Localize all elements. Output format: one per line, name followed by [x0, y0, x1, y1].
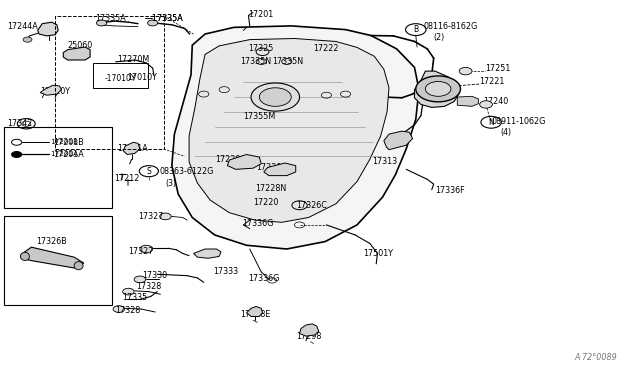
Ellipse shape	[20, 252, 29, 260]
Text: 17335N: 17335N	[240, 57, 271, 66]
Bar	[4, 127, 113, 208]
Polygon shape	[264, 163, 296, 176]
Text: 17333: 17333	[212, 267, 238, 276]
Text: 17212: 17212	[115, 174, 140, 183]
Text: 25060: 25060	[68, 41, 93, 50]
Text: —17335A: —17335A	[145, 14, 183, 23]
Text: 17220: 17220	[253, 198, 278, 207]
Circle shape	[113, 306, 125, 312]
Polygon shape	[124, 142, 140, 154]
Circle shape	[251, 83, 300, 111]
Text: —17335A: —17335A	[145, 14, 183, 23]
Text: 17326B: 17326B	[36, 237, 67, 246]
Text: 17010Y: 17010Y	[127, 73, 157, 82]
Polygon shape	[415, 71, 460, 108]
Text: 17335: 17335	[122, 294, 147, 302]
Polygon shape	[21, 247, 84, 268]
Text: 08911-1062G: 08911-1062G	[491, 117, 545, 126]
Polygon shape	[172, 26, 419, 249]
Polygon shape	[246, 307, 262, 317]
Text: (3): (3)	[166, 179, 177, 187]
Text: A 72°0089: A 72°0089	[574, 353, 617, 362]
Circle shape	[123, 288, 134, 295]
Text: 17201A: 17201A	[53, 150, 84, 159]
Text: 17201A: 17201A	[51, 151, 79, 157]
Circle shape	[134, 276, 146, 283]
Text: 17328: 17328	[136, 282, 161, 291]
Polygon shape	[40, 85, 61, 95]
Text: 17325: 17325	[248, 44, 274, 53]
Text: 17355M: 17355M	[243, 112, 276, 121]
Circle shape	[148, 20, 158, 26]
Text: (2): (2)	[434, 33, 445, 42]
Polygon shape	[189, 38, 389, 222]
Text: 17220A: 17220A	[256, 163, 287, 172]
Ellipse shape	[74, 262, 83, 270]
Polygon shape	[458, 96, 478, 106]
Text: 17327: 17327	[129, 247, 154, 256]
Polygon shape	[38, 22, 58, 36]
Text: 17240: 17240	[483, 97, 508, 106]
Text: 17342: 17342	[7, 119, 33, 128]
Circle shape	[140, 245, 153, 253]
Circle shape	[160, 213, 172, 220]
Text: 17471A: 17471A	[118, 144, 148, 153]
Text: 17313: 17313	[372, 157, 397, 166]
Text: 17298E: 17298E	[240, 311, 271, 320]
Text: 17330: 17330	[143, 271, 168, 280]
Text: 17336G: 17336G	[242, 219, 273, 228]
Text: 08116-8162G: 08116-8162G	[424, 22, 477, 31]
Text: 17328: 17328	[116, 306, 141, 315]
Circle shape	[479, 101, 492, 108]
Text: 17201: 17201	[248, 10, 274, 19]
Circle shape	[23, 37, 32, 42]
Text: B: B	[413, 25, 419, 34]
Bar	[4, 216, 113, 305]
Text: S: S	[147, 167, 151, 176]
Text: 17336F: 17336F	[435, 186, 465, 195]
Text: 17326C: 17326C	[296, 201, 326, 210]
Circle shape	[460, 67, 472, 75]
Text: 17244A: 17244A	[7, 22, 38, 31]
Text: 17335A: 17335A	[95, 14, 126, 23]
Text: 17201B: 17201B	[51, 139, 79, 145]
Text: 17251: 17251	[484, 64, 510, 73]
Circle shape	[12, 151, 22, 157]
Text: 17020Y: 17020Y	[40, 87, 70, 96]
Text: 17228N: 17228N	[255, 185, 286, 193]
Circle shape	[259, 88, 291, 106]
Bar	[55, 16, 164, 149]
Polygon shape	[227, 154, 261, 169]
Text: (4): (4)	[500, 128, 511, 137]
Text: 17335N: 17335N	[272, 57, 303, 66]
Polygon shape	[63, 47, 90, 60]
Text: 17220A: 17220A	[215, 155, 246, 164]
Text: 17201B: 17201B	[53, 138, 84, 147]
Text: -17010Y: -17010Y	[105, 74, 136, 83]
Text: 17298: 17298	[296, 331, 321, 341]
Polygon shape	[193, 249, 221, 258]
Text: 17222: 17222	[314, 44, 339, 53]
Circle shape	[97, 20, 107, 26]
Polygon shape	[300, 324, 319, 336]
Bar	[93, 62, 148, 88]
Text: 17336G: 17336G	[248, 274, 280, 283]
Circle shape	[426, 81, 451, 96]
Text: 17327: 17327	[138, 212, 163, 221]
Circle shape	[416, 76, 461, 102]
Polygon shape	[384, 131, 413, 150]
Text: 17270M: 17270M	[117, 55, 149, 64]
Text: 17501Y: 17501Y	[364, 249, 394, 258]
Text: N: N	[488, 118, 494, 127]
Text: 08363-6122G: 08363-6122G	[159, 167, 214, 176]
Text: 17221: 17221	[479, 77, 505, 86]
